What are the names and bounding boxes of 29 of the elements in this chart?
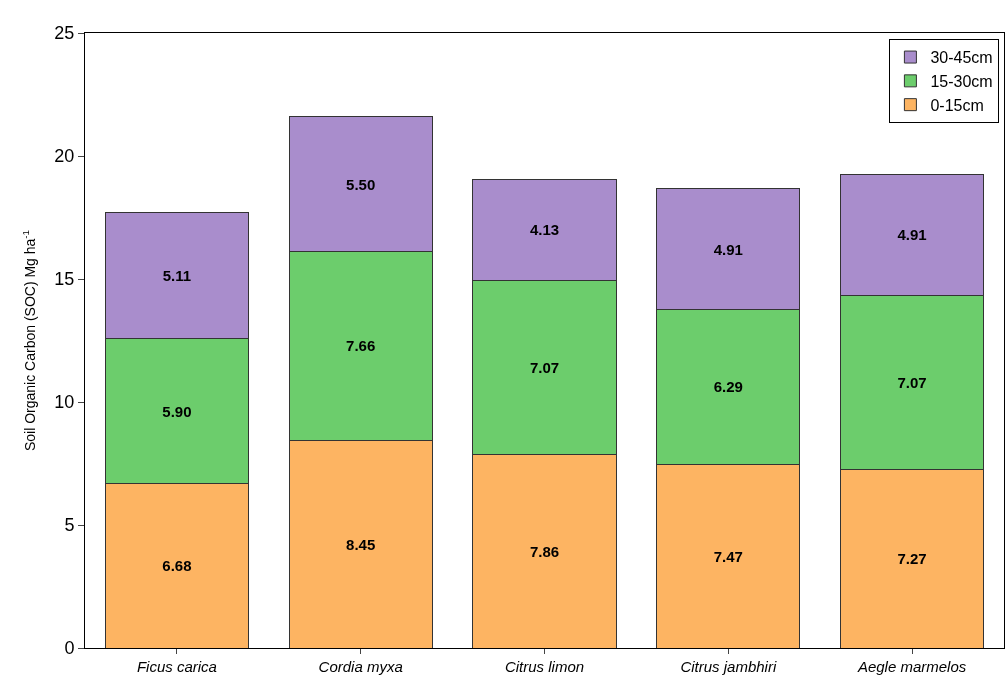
- y-tick-label: 25: [54, 23, 75, 44]
- data-label: 5.11: [162, 267, 192, 285]
- legend-label: 30-45cm: [930, 49, 993, 67]
- data-label: 4.91: [897, 226, 927, 244]
- data-label: 6.29: [713, 378, 743, 396]
- data-label: 5.50: [346, 175, 376, 193]
- x-tick-label: Ficus carica: [136, 658, 217, 675]
- y-tick-label: 10: [54, 392, 75, 413]
- x-tick-label: Cordia myxa: [318, 658, 403, 675]
- legend-label: 15-30cm: [930, 73, 993, 91]
- y-tick-label: 5: [64, 515, 75, 536]
- y-tick-label: 0: [64, 638, 75, 659]
- data-label: 5.90: [162, 402, 192, 420]
- data-label: 4.13: [529, 221, 560, 239]
- data-label: 7.47: [713, 547, 743, 565]
- x-tick-label: Citrus jambhiri: [680, 658, 777, 675]
- legend-label: 0-15cm: [930, 96, 984, 114]
- data-label: 7.27: [897, 550, 927, 568]
- data-label: 7.07: [897, 373, 927, 391]
- data-label: 6.68: [162, 557, 192, 575]
- x-tick-label: Aegle marmelos: [856, 658, 967, 675]
- data-label: 7.86: [529, 542, 560, 560]
- y-tick-label: 20: [54, 146, 75, 167]
- data-label: 7.07: [529, 359, 560, 377]
- data-label: 4.91: [713, 240, 743, 258]
- y-tick-label: 15: [54, 269, 75, 290]
- x-tick-label: Citrus limon: [504, 658, 585, 675]
- data-label: 8.45: [346, 535, 376, 553]
- data-label: 7.66: [346, 337, 376, 355]
